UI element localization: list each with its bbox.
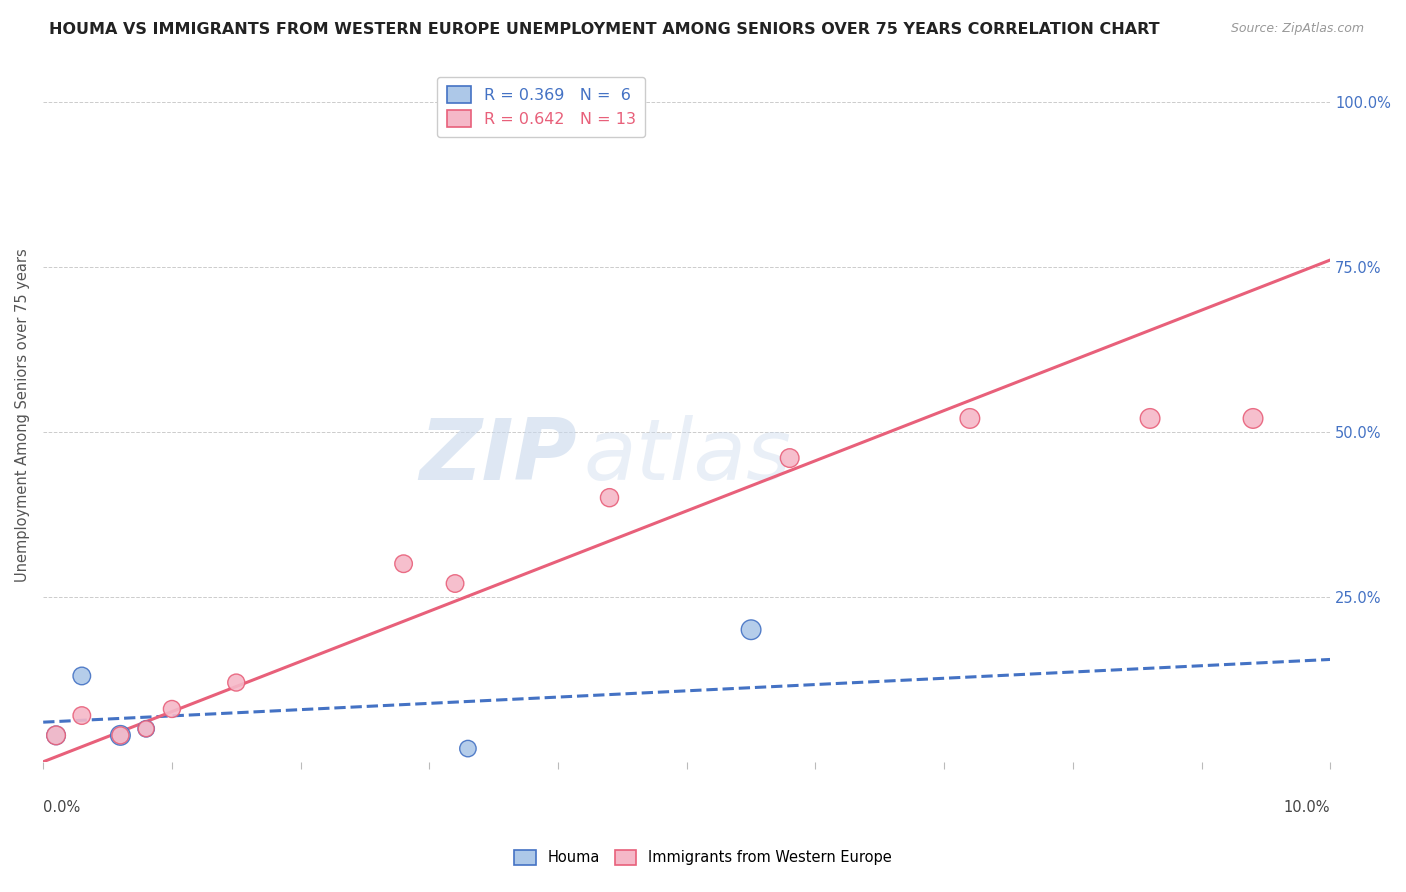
Text: 10.0%: 10.0% xyxy=(1284,800,1330,815)
Point xyxy=(135,722,157,736)
Point xyxy=(70,708,93,723)
Point xyxy=(1241,411,1264,425)
Legend: Houma, Immigrants from Western Europe: Houma, Immigrants from Western Europe xyxy=(509,844,897,871)
Point xyxy=(959,411,981,425)
Point xyxy=(110,728,132,742)
Point xyxy=(599,491,621,505)
Point xyxy=(45,728,67,742)
Text: HOUMA VS IMMIGRANTS FROM WESTERN EUROPE UNEMPLOYMENT AMONG SENIORS OVER 75 YEARS: HOUMA VS IMMIGRANTS FROM WESTERN EUROPE … xyxy=(49,22,1160,37)
Point xyxy=(135,722,157,736)
Point xyxy=(392,557,415,571)
Text: atlas: atlas xyxy=(583,416,792,499)
Point xyxy=(444,576,467,591)
Point xyxy=(110,728,132,742)
Legend: R = 0.369   N =  6, R = 0.642   N = 13: R = 0.369 N = 6, R = 0.642 N = 13 xyxy=(437,77,645,136)
Text: 0.0%: 0.0% xyxy=(44,800,80,815)
Point xyxy=(70,669,93,683)
Y-axis label: Unemployment Among Seniors over 75 years: Unemployment Among Seniors over 75 years xyxy=(15,248,30,582)
Point xyxy=(457,741,479,756)
Point xyxy=(740,623,762,637)
Point xyxy=(225,675,247,690)
Text: Source: ZipAtlas.com: Source: ZipAtlas.com xyxy=(1230,22,1364,36)
Point xyxy=(160,702,183,716)
Point xyxy=(1139,411,1161,425)
Point xyxy=(45,728,67,742)
Text: ZIP: ZIP xyxy=(420,416,578,499)
Point xyxy=(779,451,801,466)
